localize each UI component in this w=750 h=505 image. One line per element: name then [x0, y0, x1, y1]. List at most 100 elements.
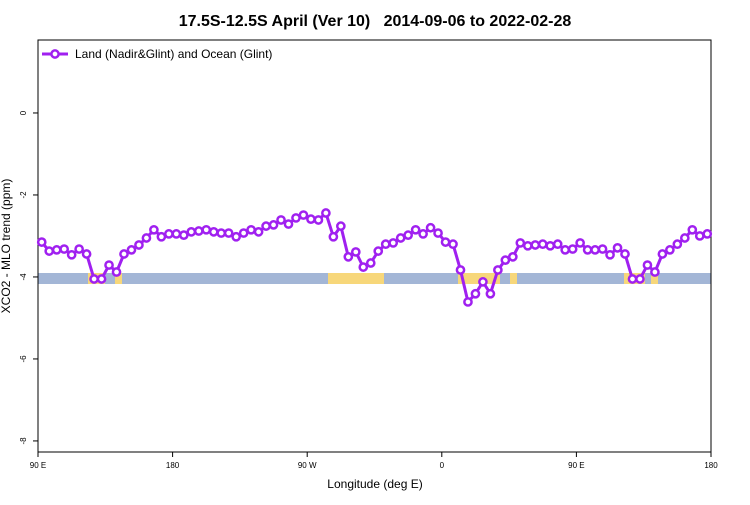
point: [672, 239, 683, 250]
point: [582, 245, 593, 255]
point: [358, 262, 369, 272]
point: [470, 288, 481, 299]
x-tick-label: 90 W: [298, 461, 317, 470]
point: [642, 260, 653, 270]
point: [261, 221, 271, 231]
point: [96, 274, 107, 284]
point: [657, 249, 668, 259]
x-tick-label: 0: [440, 461, 445, 470]
point: [650, 267, 660, 277]
point: [575, 238, 585, 248]
point: [268, 220, 279, 230]
land-band: [458, 273, 500, 284]
point: [171, 229, 182, 239]
point: [694, 231, 705, 241]
land-band: [510, 273, 517, 284]
point: [440, 237, 451, 247]
point: [208, 227, 219, 237]
point: [156, 231, 167, 242]
point: [119, 249, 129, 259]
point: [141, 233, 152, 243]
point: [530, 240, 541, 250]
x-tick-label: 180: [166, 461, 180, 470]
point: [238, 228, 249, 238]
point: [126, 245, 137, 255]
point: [567, 244, 578, 254]
point: [59, 244, 70, 254]
point: [395, 233, 406, 243]
point: [149, 224, 159, 235]
point: [463, 297, 473, 307]
point: [635, 274, 645, 284]
point: [418, 229, 428, 239]
point: [291, 213, 301, 223]
point: [388, 238, 399, 248]
point: [373, 246, 384, 256]
y-tick-label: -2: [19, 191, 28, 199]
point: [515, 238, 526, 248]
legend-marker: [50, 49, 60, 59]
y-tick-label: -6: [19, 355, 28, 363]
point: [605, 249, 615, 260]
x-tick-label: 90 E: [568, 461, 584, 470]
point: [44, 246, 55, 256]
point: [380, 239, 391, 250]
point: [507, 252, 518, 262]
point: [36, 237, 47, 247]
point: [433, 228, 443, 238]
x-axis-label: Longitude (deg E): [327, 477, 422, 491]
y-tick-label: -4: [19, 273, 28, 281]
point: [231, 231, 242, 242]
point: [552, 239, 563, 250]
land-band: [115, 273, 122, 284]
point: [276, 215, 286, 225]
point: [403, 230, 413, 240]
point: [306, 214, 316, 224]
point: [74, 244, 84, 254]
point: [336, 221, 346, 231]
point: [612, 242, 623, 253]
point: [560, 245, 571, 255]
point: [537, 239, 548, 250]
point: [679, 233, 690, 243]
point: [328, 231, 339, 242]
point: [134, 240, 144, 250]
point: [500, 255, 511, 265]
point: [298, 210, 309, 220]
point: [223, 228, 234, 238]
point: [478, 277, 488, 287]
legend-label: Land (Nadir&Glint) and Ocean (Glint): [75, 47, 272, 61]
point: [216, 228, 227, 238]
point: [522, 240, 533, 251]
point: [493, 265, 503, 275]
point: [186, 227, 197, 237]
point: [321, 208, 331, 218]
y-tick-label: -8: [19, 437, 28, 445]
point: [246, 224, 256, 235]
point: [313, 215, 324, 225]
point: [253, 227, 264, 237]
point: [343, 252, 354, 262]
y-tick-label: 0: [19, 110, 28, 115]
point: [201, 224, 212, 235]
point: [164, 229, 174, 239]
y-axis-label: XCO2 - MLO trend (ppm): [0, 179, 13, 314]
point: [665, 245, 675, 255]
chart-title: 17.5S-12.5S April (Ver 10) 2014-09-06 to…: [179, 13, 572, 30]
point: [627, 274, 638, 284]
point: [410, 224, 421, 235]
point: [104, 260, 114, 270]
point: [365, 258, 376, 268]
point: [687, 224, 698, 235]
land-band: [328, 273, 384, 284]
point: [283, 219, 294, 229]
point: [702, 229, 713, 239]
point: [66, 249, 77, 260]
point: [597, 244, 608, 254]
point: [81, 249, 92, 259]
land-ocean-strip: [38, 273, 711, 284]
point: [545, 240, 556, 251]
x-tick-label: 180: [704, 461, 718, 470]
point: [89, 274, 99, 284]
